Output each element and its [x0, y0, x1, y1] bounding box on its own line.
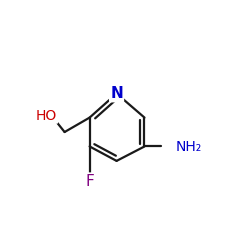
- Text: F: F: [85, 174, 94, 188]
- Text: N: N: [110, 86, 123, 101]
- Text: N: N: [111, 86, 122, 101]
- Text: NH₂: NH₂: [175, 140, 202, 154]
- Text: HO: HO: [36, 109, 57, 123]
